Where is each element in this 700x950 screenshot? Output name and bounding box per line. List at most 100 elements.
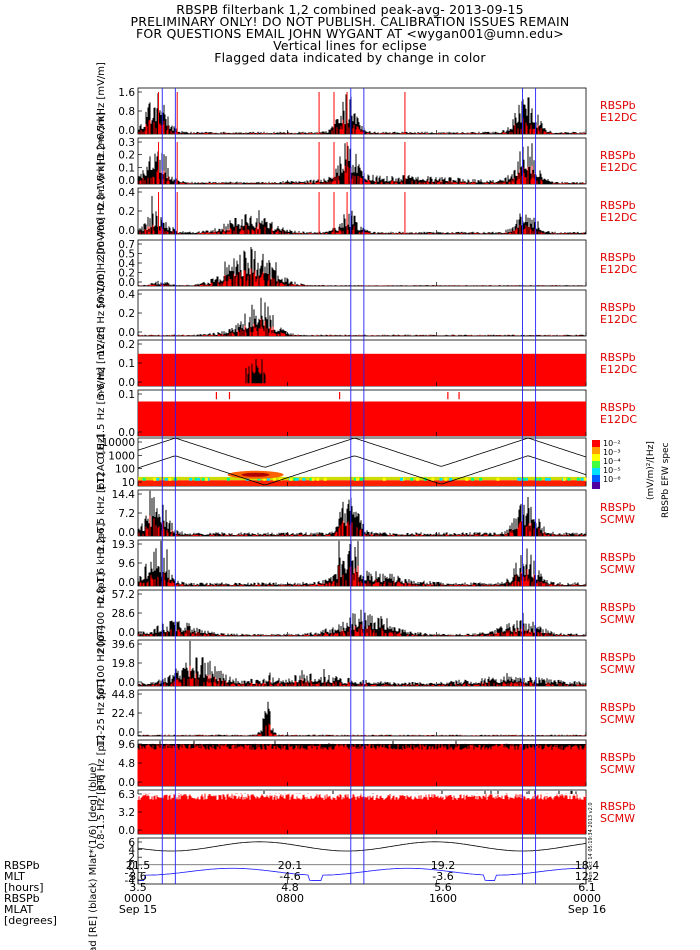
y-tick-label: 0.0 (118, 225, 135, 237)
spec-pixel (439, 477, 443, 481)
spec-pixel (534, 477, 538, 481)
y-tick-label: 0.0 (118, 677, 135, 689)
y-axis-label: 3.2-6.5 kHz [mV/m] (96, 62, 107, 160)
y-tick-label: 0.2 (118, 268, 135, 280)
y-tick-label: 0.1 (118, 358, 135, 370)
title-line-1: RBSPB filterbank 1,2 combined peak-avg- … (176, 2, 524, 17)
y-tick-label: 0.4 (118, 187, 135, 199)
y-tick-label: 0.7 (118, 239, 135, 251)
colorbar-swatch (592, 440, 600, 447)
spec-pixel (309, 477, 313, 481)
panel-frame (137, 837, 587, 885)
y-axis-label: 200-400 Hz [pT] (96, 572, 107, 653)
colorbar-swatch (592, 454, 600, 461)
y-axis-label: 0.8-1.5 Hz [mV/m] (96, 367, 107, 459)
y-tick-label: 0.0 (118, 377, 135, 389)
flagged-data-band (138, 353, 586, 386)
y-tick-label: 10 (122, 477, 135, 489)
spec-pixel (416, 477, 420, 481)
spec-pixel (567, 477, 571, 481)
series-label: RBSPb (600, 401, 636, 414)
series-label: RBSPb (600, 251, 636, 264)
flagged-data-bars (138, 515, 586, 536)
flagged-data-band (138, 794, 586, 834)
spec-pixel (289, 477, 293, 481)
mlat-line (138, 867, 586, 881)
footer-label-hours: [hours] (4, 881, 44, 894)
y-tick-label: 0.0 (118, 777, 135, 789)
spec-pixel (257, 477, 261, 481)
colorbar-tick: 10⁻⁵ (603, 466, 621, 475)
instrument-label: SCMW (600, 563, 635, 576)
spec-pixel (142, 477, 146, 481)
y-tick-label: 7.2 (118, 508, 135, 520)
footer-label-mlt: MLT (4, 870, 25, 883)
footer-label-degrees: [degrees] (4, 914, 57, 927)
data-bars (245, 359, 266, 384)
series-label: RBSPb (600, 351, 636, 364)
series-label: RBSPb (600, 751, 636, 764)
spec-pixel (544, 477, 548, 481)
y-tick-label: 28.6 (112, 608, 136, 620)
spec-pixel (431, 477, 435, 481)
y-tick-label: 6.3 (118, 789, 135, 801)
y-tick-label: 0.0 (118, 627, 135, 639)
y-axis-label: 12-25 Hz [mV/m] (96, 270, 107, 356)
instrument-label: SCMW (600, 763, 635, 776)
y-tick-label: 4 (128, 845, 135, 857)
instrument-label: E12DC (600, 413, 637, 426)
flagged-data-bars (138, 268, 586, 286)
spec-pixel (518, 477, 522, 481)
y-tick-label: 44.8 (112, 689, 135, 701)
colorbar-tick: 10⁻³ (603, 448, 621, 457)
spec-pixel (547, 477, 551, 481)
colorbar-tick: 10⁻² (603, 439, 621, 448)
y-axis-label: 0.8-1.5 Hz [pT] (96, 775, 107, 850)
footer-col-3: 19.2 -3.6 5.6 1600 (418, 860, 468, 904)
flagged-data-bars (139, 223, 585, 234)
spec-band-low (138, 480, 586, 486)
spec-colorbar: 10⁻²10⁻³10⁻⁴10⁻⁵10⁻⁶ (mV/m)²/[Hz] RBSPb EF… (592, 439, 671, 518)
series-label: RBSPb (600, 301, 636, 314)
panel-frame (137, 239, 587, 287)
y-tick-label: 0.0 (118, 825, 135, 837)
flagged-data-bars (142, 723, 586, 736)
footer-col-1-row-3: 3.5 (129, 881, 147, 894)
title-line-4: Vertical lines for eclipse (273, 38, 427, 53)
half-fce-curve (137, 455, 587, 486)
spec-pixel (359, 477, 363, 481)
spec-pixel (156, 477, 160, 481)
y-axis-label: 0.8-1.6 kHz [mV/m] (96, 112, 107, 210)
spec-pixel (353, 477, 357, 481)
y-axis-label: 50-100 Hz [mV/m] (96, 217, 107, 309)
spec-pixel (580, 477, 584, 481)
series-label: RBSPb (600, 149, 636, 162)
spec-pixel (168, 477, 172, 481)
y-tick-label: 0.0 (118, 175, 135, 187)
y-axis-label: 50-100 Hz [pT] (96, 626, 107, 701)
footer-label-rbspb: RBSPb (4, 859, 40, 872)
spec-pixel (471, 477, 475, 481)
y-axis-label: 3-6 Hz [pT] (96, 735, 107, 791)
footer-col-3-row-1: 19.2 (430, 859, 456, 872)
title-line-3: FOR QUESTIONS EMAIL JOHN WYGANT AT <wyga… (135, 26, 564, 41)
spec-pixel (293, 477, 297, 481)
spec-pixel (197, 477, 201, 481)
colorbar-swatch (592, 461, 600, 468)
spec-pixel (562, 477, 566, 481)
colorbar-swatch (592, 475, 600, 482)
instrument-label: E12DC (600, 263, 637, 276)
y-tick-label: 0.5 (118, 249, 135, 261)
series-label: RBSPb (600, 800, 636, 813)
data-bars (137, 640, 586, 686)
colorbar-title: RBSPb EFW spec (661, 442, 671, 518)
